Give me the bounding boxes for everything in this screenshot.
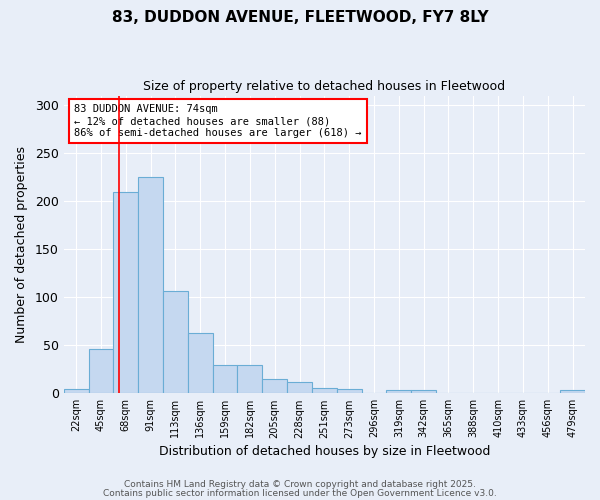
Bar [113,192,138,394]
Bar [287,382,312,394]
Y-axis label: Number of detached properties: Number of detached properties [15,146,28,343]
Bar [188,333,212,394]
Bar [386,390,411,394]
Text: 83, DUDDON AVENUE, FLEETWOOD, FY7 8LY: 83, DUDDON AVENUE, FLEETWOOD, FY7 8LY [112,10,488,25]
Bar [560,390,585,394]
Bar [212,364,238,394]
Text: Contains public sector information licensed under the Open Government Licence v3: Contains public sector information licen… [103,488,497,498]
Bar [411,390,436,394]
Bar [163,290,188,394]
Text: 83 DUDDON AVENUE: 74sqm
← 12% of detached houses are smaller (88)
86% of semi-de: 83 DUDDON AVENUE: 74sqm ← 12% of detache… [74,104,362,138]
Bar [138,177,163,394]
Bar [262,379,287,394]
Title: Size of property relative to detached houses in Fleetwood: Size of property relative to detached ho… [143,80,505,93]
Bar [89,349,113,394]
Bar [337,390,362,394]
Bar [238,364,262,394]
Bar [64,390,89,394]
X-axis label: Distribution of detached houses by size in Fleetwood: Distribution of detached houses by size … [158,444,490,458]
Bar [312,388,337,394]
Text: Contains HM Land Registry data © Crown copyright and database right 2025.: Contains HM Land Registry data © Crown c… [124,480,476,489]
